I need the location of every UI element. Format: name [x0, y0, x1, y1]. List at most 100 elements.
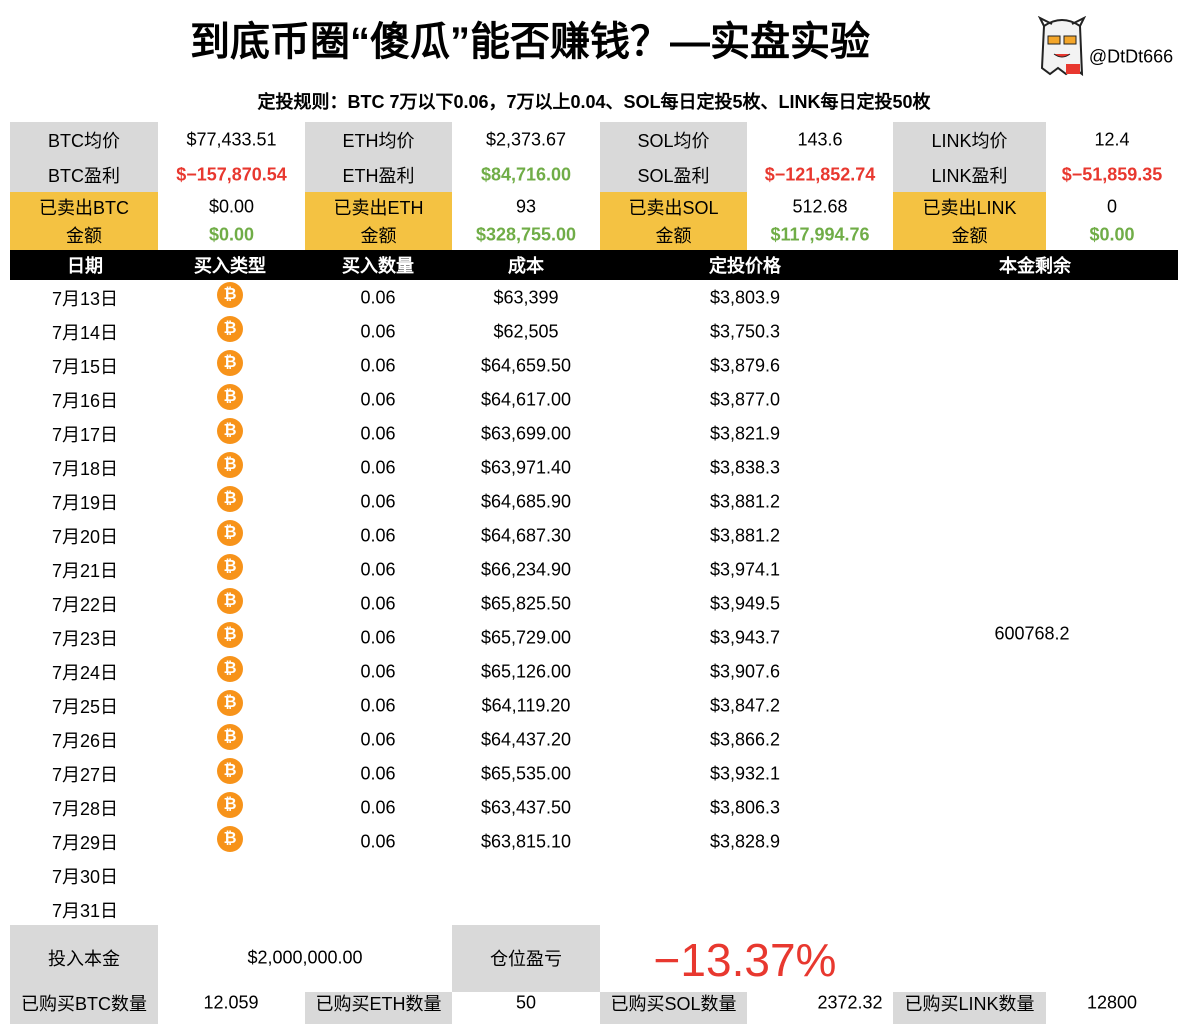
label: 已卖出LINK — [922, 198, 1017, 218]
remaining: 600768.2 — [994, 623, 1070, 644]
label: 投入本金 — [48, 949, 120, 969]
price: $3,879.6 — [709, 355, 781, 376]
value: 2372.32 — [817, 992, 883, 1013]
label-cell — [305, 992, 452, 1024]
btc-icon: ₿ — [217, 418, 243, 444]
price: $3,828.9 — [709, 831, 781, 852]
btc-icon: ₿ — [217, 724, 243, 750]
cost: $66,234.90 — [480, 559, 572, 580]
btc-icon: ₿ — [217, 622, 243, 648]
date: 7月17日 — [51, 425, 119, 445]
cost: $62,505 — [493, 321, 559, 342]
date: 7月20日 — [51, 527, 119, 547]
btc-icon: ₿ — [217, 384, 243, 410]
pnl: −13.37% — [653, 934, 837, 986]
label-cell — [10, 925, 158, 992]
date: 7月26日 — [51, 731, 119, 751]
value: 0 — [1106, 196, 1118, 217]
quantity: 0.06 — [360, 661, 396, 682]
label: 已购买BTC数量 — [21, 994, 147, 1014]
value: 93 — [515, 196, 537, 217]
label-cell — [10, 122, 158, 192]
price: $3,881.2 — [709, 525, 781, 546]
cost: $64,687.30 — [480, 525, 572, 546]
value: $2,373.67 — [485, 129, 567, 150]
value: $77,433.51 — [186, 129, 277, 150]
btc-icon: ₿ — [217, 554, 243, 580]
label-cell — [305, 122, 452, 192]
quantity: 0.06 — [360, 423, 396, 444]
btc-icon: ₿ — [217, 826, 243, 852]
cost: $64,617.00 — [480, 389, 572, 410]
btc-icon: ₿ — [217, 316, 243, 342]
date: 7月25日 — [51, 697, 119, 717]
quantity: 0.06 — [360, 491, 396, 512]
column-header: 本金剩余 — [999, 256, 1071, 276]
label-cell — [893, 192, 1046, 250]
label: ETH盈利 — [342, 166, 415, 186]
label-cell — [893, 122, 1046, 192]
cost: $64,437.20 — [480, 729, 572, 750]
value: $−157,870.54 — [176, 164, 287, 185]
price: $3,803.9 — [709, 287, 781, 308]
label: 已购买SOL数量 — [610, 994, 737, 1014]
cost: $63,699.00 — [480, 423, 572, 444]
date: 7月16日 — [51, 391, 119, 411]
value: $2,000,000.00 — [247, 947, 363, 968]
label: 已卖出SOL — [628, 198, 719, 218]
price: $3,974.1 — [709, 559, 781, 580]
label: 金额 — [951, 226, 988, 246]
label: 金额 — [655, 226, 692, 246]
cost: $65,825.50 — [480, 593, 572, 614]
quantity: 0.06 — [360, 559, 396, 580]
value: 12800 — [1086, 992, 1138, 1013]
date: 7月21日 — [51, 561, 119, 581]
quantity: 0.06 — [360, 729, 396, 750]
label: LINK盈利 — [931, 166, 1008, 186]
cost: $65,126.00 — [480, 661, 572, 682]
column-header: 定投价格 — [709, 256, 781, 276]
price: $3,750.3 — [709, 321, 781, 342]
label: LINK均价 — [931, 131, 1008, 151]
label-cell — [600, 192, 747, 250]
label-cell — [600, 992, 747, 1024]
label: 已购买LINK数量 — [904, 994, 1035, 1014]
date: 7月23日 — [51, 629, 119, 649]
btc-icon: ₿ — [217, 656, 243, 682]
quantity: 0.06 — [360, 287, 396, 308]
label: 已卖出ETH — [333, 198, 424, 218]
label: 金额 — [360, 226, 397, 246]
value: 143.6 — [797, 129, 843, 150]
column-header: 买入类型 — [194, 256, 266, 276]
value: $0.00 — [1089, 224, 1135, 245]
price: $3,881.2 — [709, 491, 781, 512]
label-cell — [893, 992, 1046, 1024]
label-cell — [10, 992, 158, 1024]
value: 12.059 — [203, 992, 259, 1013]
avatar — [1037, 16, 1087, 77]
label: BTC均价 — [48, 131, 120, 151]
column-header: 买入数量 — [342, 256, 414, 276]
cost: $63,399 — [493, 287, 559, 308]
price: $3,943.7 — [709, 627, 781, 648]
label: ETH均价 — [342, 131, 415, 151]
quantity: 0.06 — [360, 321, 396, 342]
price: $3,877.0 — [709, 389, 781, 410]
btc-icon: ₿ — [217, 758, 243, 784]
date: 7月30日 — [51, 867, 119, 887]
value: $0.00 — [208, 224, 255, 245]
quantity: 0.06 — [360, 389, 396, 410]
date: 7月15日 — [51, 357, 119, 377]
value: 512.68 — [792, 196, 848, 217]
label-cell — [452, 925, 600, 992]
date: 7月22日 — [51, 595, 119, 615]
btc-icon: ₿ — [217, 452, 243, 478]
rule: 定投规则：BTC 7万以下0.06，7万以上0.04、SOL每日定投5枚、LIN… — [257, 92, 931, 112]
cost: $65,729.00 — [480, 627, 572, 648]
price: $3,932.1 — [709, 763, 781, 784]
label: 金额 — [66, 226, 102, 246]
cost: $63,971.40 — [480, 457, 572, 478]
date: 7月24日 — [51, 663, 119, 683]
value: 50 — [515, 992, 537, 1013]
